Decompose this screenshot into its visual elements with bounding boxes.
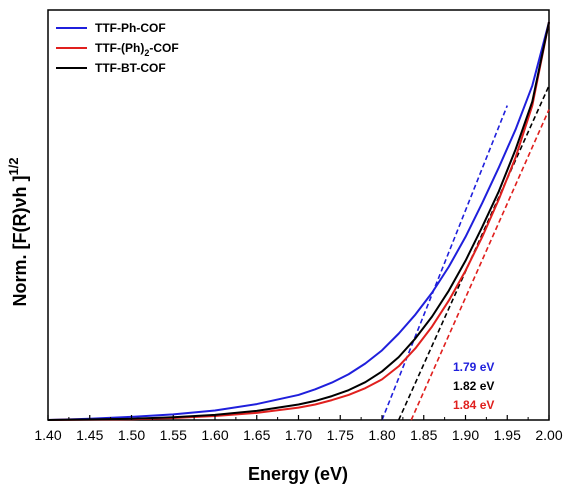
- x-tick-label: 1.45: [76, 427, 103, 443]
- bandgap-label: 1.84 eV: [453, 398, 494, 412]
- series-line: [47, 21, 550, 421]
- legend-label: TTF-Ph-COF: [95, 21, 166, 35]
- x-tick-label: 1.40: [34, 427, 61, 443]
- series-line: [47, 21, 550, 421]
- tangent-line: [381, 105, 508, 421]
- legend-label: TTF-BT-COF: [95, 61, 166, 75]
- x-tick-label: 2.00: [535, 427, 562, 443]
- bandgap-label: 1.82 eV: [453, 379, 494, 393]
- legend-label: TTF-(Ph)2-COF: [95, 41, 179, 58]
- x-tick-label: 1.75: [327, 427, 354, 443]
- y-axis-title-superscript: 1/2: [6, 157, 21, 175]
- x-tick-label: 1.70: [285, 427, 312, 443]
- bandgap-label: 1.79 eV: [453, 360, 494, 374]
- x-tick-label: 1.65: [243, 427, 270, 443]
- tangent-line: [397, 85, 550, 421]
- y-axis-title-main: Norm. [F(R)νh ]: [10, 176, 30, 307]
- x-tick-label: 1.60: [201, 427, 228, 443]
- series-line: [47, 21, 550, 421]
- x-tick-label: 1.55: [160, 427, 187, 443]
- y-axis-title: Norm. [F(R)νh ]1/2: [6, 157, 30, 306]
- tangent-line: [410, 109, 550, 421]
- x-tick-label: 1.80: [368, 427, 395, 443]
- x-tick-label: 1.90: [452, 427, 479, 443]
- x-axis-title: Energy (eV): [248, 464, 348, 484]
- x-tick-label: 1.85: [410, 427, 437, 443]
- x-tick-label: 1.50: [118, 427, 145, 443]
- x-tick-label: 1.95: [494, 427, 521, 443]
